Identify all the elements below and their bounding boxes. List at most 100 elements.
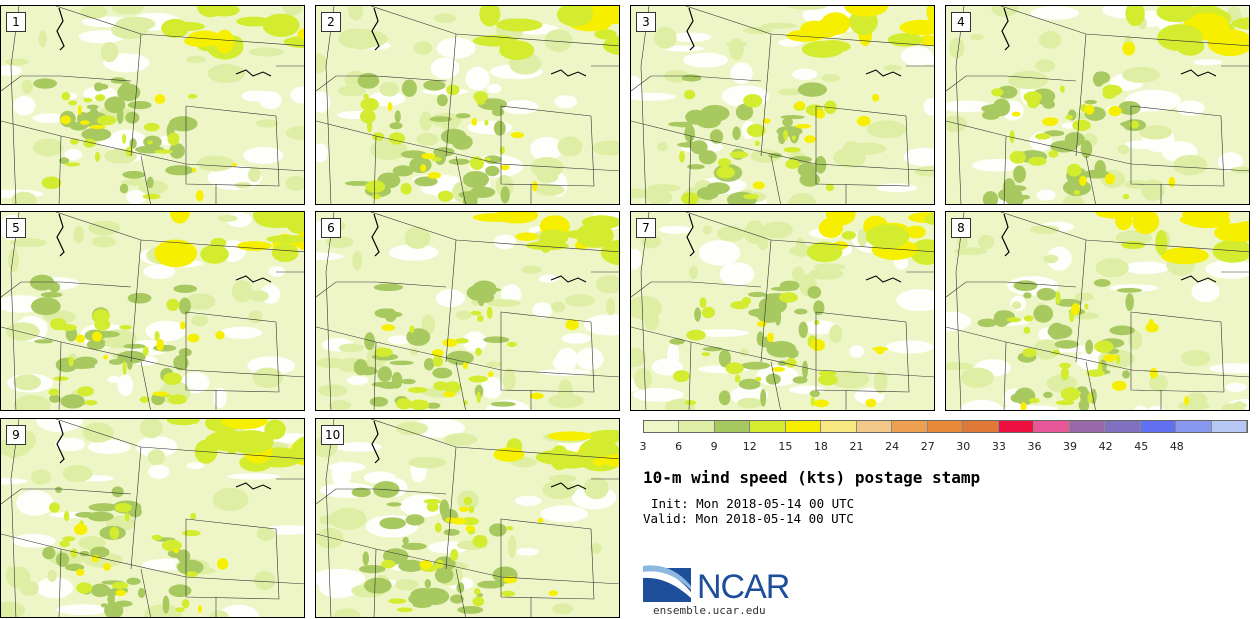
moderate-wind-patch [732,126,741,141]
moderate-wind-patch [1018,194,1031,200]
light-wind-patch [32,138,64,157]
boundary-line [1,120,304,172]
map-panel: 7 [630,211,935,411]
strong-wind-patch [75,334,86,343]
strong-wind-patch [451,517,467,525]
boundary-line [316,533,619,585]
colorbar-segment [679,421,715,432]
fresh-wind-patch [1094,340,1114,353]
strong-wind-patch [166,419,200,426]
calm-patch [480,376,503,399]
moderate-wind-patch [126,577,141,585]
fresh-wind-patch [1060,387,1081,402]
moderate-wind-patch [759,340,776,348]
fresh-wind-patch [1022,347,1037,358]
light-wind-patch [657,141,668,152]
strong-wind-patch [465,525,475,532]
strong-wind-patch [1156,6,1196,23]
moderate-wind-patch [797,162,817,178]
fresh-wind-patch [97,115,117,126]
fresh-wind-patch [1009,130,1015,143]
light-wind-patch [325,236,354,248]
strong-wind-patch [79,120,90,125]
moderate-wind-patch [177,559,204,575]
fresh-wind-patch [785,159,800,170]
calm-patch [1225,382,1247,392]
fresh-wind-patch [64,162,81,167]
light-wind-patch [883,64,902,72]
strong-wind-patch [152,391,168,397]
fresh-wind-patch [167,132,180,146]
fresh-wind-patch [400,182,412,195]
fresh-wind-patch [468,505,475,514]
strong-wind-patch [875,346,885,355]
calm-patch [900,46,934,66]
strong-wind-patch [297,28,304,40]
boundary-line [631,326,934,378]
calm-patch [117,374,134,397]
light-wind-patch [757,234,769,251]
light-wind-patch [1035,59,1056,73]
light-wind-patch [316,52,328,74]
boundary-line [688,341,692,410]
boundary-line [445,239,457,363]
member-number-label: 2 [321,12,341,32]
light-wind-patch [30,469,52,485]
boundary-line [140,568,151,617]
boundary-line [1130,311,1225,393]
boundary-line [631,281,691,298]
moderate-wind-patch [351,487,371,498]
fresh-wind-patch [1065,114,1073,120]
boundary-line [631,120,934,172]
fresh-wind-patch [1072,119,1091,132]
light-wind-patch [13,374,42,391]
moderate-wind-patch [123,343,146,349]
light-wind-patch [536,171,559,183]
strong-wind-patch [293,436,304,462]
light-wind-patch [970,33,984,41]
strong-wind-patch [1155,229,1168,256]
strong-wind-patch [1227,36,1249,52]
moderate-wind-patch [491,107,505,117]
light-wind-patch [737,397,763,409]
strong-wind-patch [806,241,843,263]
strong-wind-patch [515,232,539,241]
moderate-wind-patch [992,98,1011,117]
strong-wind-patch [169,212,190,224]
coastline [371,213,380,257]
moderate-wind-patch [776,125,803,137]
fresh-wind-patch [746,123,766,138]
valid-time: Valid: Mon 2018-05-14 00 UTC [643,511,854,526]
light-wind-patch [38,30,47,48]
calm-patch [83,86,118,102]
strong-wind-patch [103,563,111,571]
moderate-wind-patch [377,366,393,382]
fresh-wind-patch [791,135,796,141]
fresh-wind-patch [77,386,94,397]
calm-patch [136,436,178,458]
light-wind-patch [688,265,699,280]
fresh-wind-patch [484,119,489,126]
light-wind-patch [633,367,652,390]
fresh-wind-patch [409,325,415,334]
moderate-wind-patch [1048,322,1066,340]
light-wind-patch [551,301,566,313]
moderate-wind-patch [1036,287,1057,301]
calm-patch [530,136,563,161]
calm-patch [493,234,516,250]
strong-wind-patch [1125,6,1145,27]
light-wind-patch [345,28,379,50]
light-wind-patch [1,601,26,617]
moderate-wind-patch [389,122,403,130]
moderate-wind-patch [738,378,761,390]
boundary-line [375,75,447,82]
colorbar-segment [1140,421,1177,432]
fresh-wind-patch [1048,150,1059,158]
fresh-wind-patch [114,503,132,513]
moderate-wind-patch [423,79,446,91]
calm-patch [268,266,286,277]
moderate-wind-patch [118,83,134,100]
fresh-wind-patch [1023,315,1034,322]
strong-wind-patch [1132,212,1160,235]
light-wind-patch [1115,230,1153,246]
